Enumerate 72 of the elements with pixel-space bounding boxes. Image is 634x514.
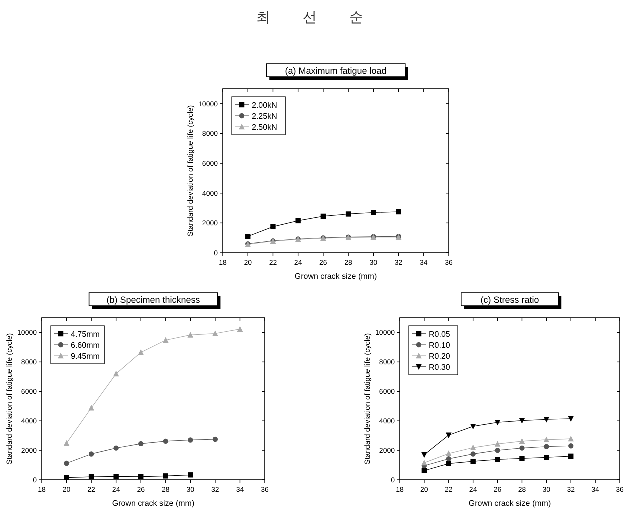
point xyxy=(446,456,452,462)
point xyxy=(470,452,476,457)
point xyxy=(470,424,476,430)
point xyxy=(470,444,476,450)
point xyxy=(446,461,452,466)
point xyxy=(188,332,194,338)
point xyxy=(519,418,526,424)
legend-label: R0.10 xyxy=(429,341,451,350)
x-axis-title: Grown crack size (mm) xyxy=(294,272,378,281)
chart-title: (b) Specimen thickness xyxy=(106,295,201,305)
point xyxy=(568,416,574,422)
point xyxy=(422,452,428,458)
point xyxy=(88,405,94,411)
point xyxy=(64,440,70,446)
point xyxy=(422,460,428,466)
point xyxy=(270,224,276,230)
point xyxy=(494,420,501,426)
point xyxy=(371,210,376,216)
point xyxy=(296,218,301,224)
chart-title: (a) Maximum fatigue load xyxy=(285,66,387,76)
legend-label: 6.60mm xyxy=(71,341,100,350)
point xyxy=(520,446,525,451)
legend-label: 9.45mm xyxy=(71,352,100,361)
point xyxy=(188,438,194,443)
point xyxy=(162,337,169,343)
point xyxy=(346,212,352,217)
point xyxy=(422,468,428,474)
legend-label: 2.25kN xyxy=(252,112,278,121)
point xyxy=(446,450,452,456)
point xyxy=(64,460,70,466)
point xyxy=(212,330,218,336)
point xyxy=(320,214,326,220)
point xyxy=(113,370,120,377)
point xyxy=(495,457,500,462)
point xyxy=(568,436,574,442)
point xyxy=(188,472,194,478)
legend-label: 4.75mm xyxy=(71,330,100,339)
point xyxy=(494,441,501,447)
point xyxy=(64,475,70,480)
point xyxy=(495,448,500,454)
point xyxy=(446,432,452,438)
point xyxy=(237,326,244,332)
text: 최 선 순 xyxy=(256,10,378,26)
point xyxy=(396,209,402,215)
legend-label: R0.20 xyxy=(429,352,451,361)
point xyxy=(568,444,574,449)
point xyxy=(212,436,218,442)
point xyxy=(246,234,251,240)
point xyxy=(163,474,168,479)
point xyxy=(519,438,526,444)
point xyxy=(138,441,144,447)
point xyxy=(88,452,94,457)
point xyxy=(88,474,94,480)
chart-title: (c) Stress ratio xyxy=(480,295,540,305)
x-axis-title: Grown crack size (mm) xyxy=(112,499,195,508)
legend-label: R0.30 xyxy=(429,363,451,372)
point xyxy=(568,454,574,460)
point xyxy=(114,474,119,480)
point xyxy=(544,417,550,423)
point xyxy=(138,474,144,480)
point xyxy=(520,456,525,462)
point xyxy=(163,438,168,444)
point xyxy=(544,455,550,460)
legend-label: 2.50kN xyxy=(252,123,278,132)
x-axis-title: Grown crack size (mm) xyxy=(468,499,552,508)
point xyxy=(544,436,550,443)
point xyxy=(114,446,119,451)
legend-label: 2.00kN xyxy=(252,101,278,110)
point xyxy=(544,444,550,450)
legend-label: R0.05 xyxy=(429,330,451,339)
point xyxy=(470,458,476,464)
point xyxy=(138,350,144,356)
